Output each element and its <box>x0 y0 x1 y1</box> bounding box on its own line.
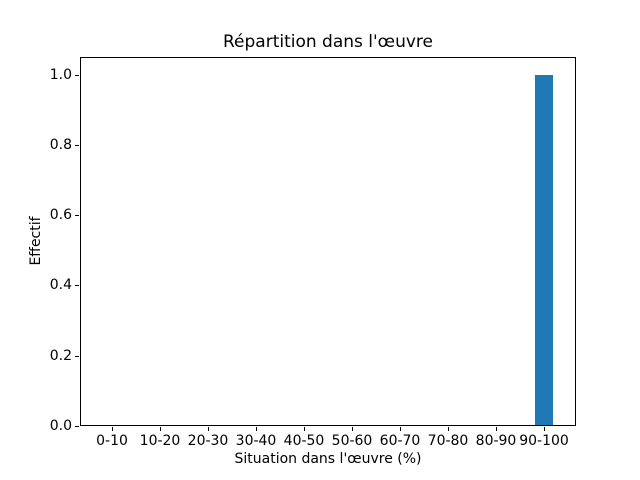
x-tick-label: 30-40 <box>235 433 277 449</box>
y-tick-mark <box>75 145 79 146</box>
chart-title: Répartition dans l'œuvre <box>222 32 433 52</box>
y-tick-mark <box>75 426 79 427</box>
y-tick-label: 0.0 <box>49 418 72 434</box>
x-tick-mark <box>400 427 401 431</box>
x-tick-label: 20-30 <box>187 433 229 449</box>
y-tick-label: 0.2 <box>49 348 72 364</box>
x-tick-label: 10-20 <box>139 433 181 449</box>
x-tick-mark <box>112 427 113 431</box>
y-tick-mark <box>75 285 79 286</box>
x-tick-mark <box>352 427 353 431</box>
x-tick-label: 80-90 <box>475 433 517 449</box>
y-tick-label: 0.8 <box>49 137 72 153</box>
x-tick-label: 70-80 <box>427 433 469 449</box>
y-tick-mark <box>75 215 79 216</box>
x-tick-mark <box>304 427 305 431</box>
x-tick-mark <box>496 427 497 431</box>
x-tick-label: 50-60 <box>331 433 373 449</box>
x-tick-mark <box>208 427 209 431</box>
x-tick-label: 0-10 <box>96 433 128 449</box>
y-tick-label: 0.4 <box>49 277 72 293</box>
x-tick-label: 90-100 <box>519 433 569 449</box>
y-tick-label: 1.0 <box>49 67 72 83</box>
y-tick-mark <box>75 75 79 76</box>
x-tick-mark <box>256 427 257 431</box>
plot-area <box>80 57 576 426</box>
x-tick-mark <box>448 427 449 431</box>
bar-90-100 <box>535 75 553 425</box>
x-axis-label: Situation dans l'œuvre (%) <box>234 451 422 467</box>
y-tick-mark <box>75 356 79 357</box>
x-tick-mark <box>544 427 545 431</box>
x-tick-mark <box>160 427 161 431</box>
y-tick-label: 0.6 <box>49 207 72 223</box>
x-tick-label: 40-50 <box>283 433 325 449</box>
x-tick-label: 60-70 <box>379 433 421 449</box>
